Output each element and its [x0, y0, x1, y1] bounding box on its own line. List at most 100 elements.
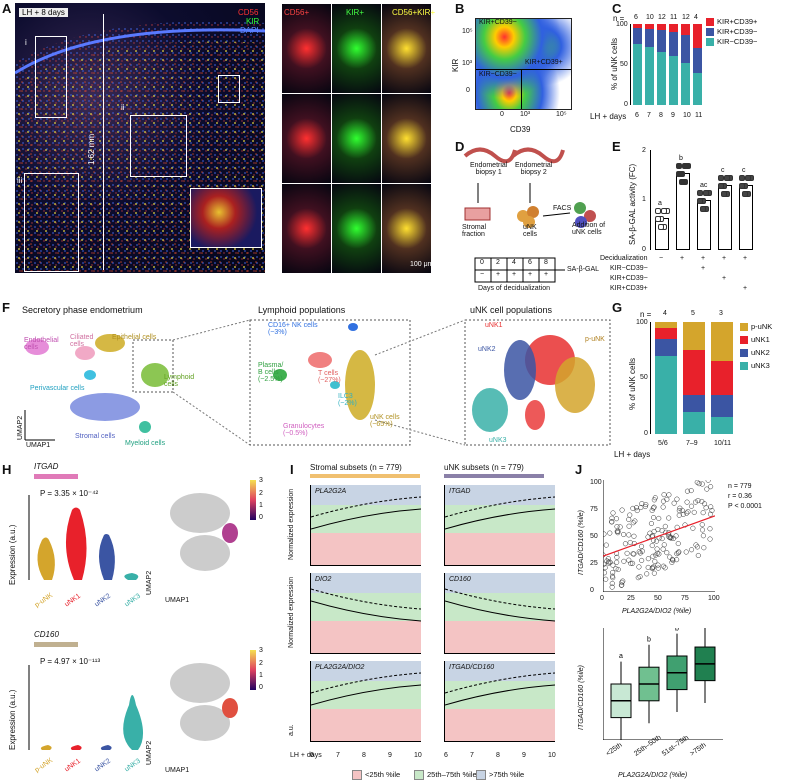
scatter-point: [607, 530, 613, 536]
scatter-point: [610, 569, 616, 576]
panel-label-d: D: [455, 139, 465, 154]
scatter-point: [630, 560, 636, 566]
legend-item: uNK1: [740, 335, 770, 345]
panel-f-title-2: Lymphoid populations: [258, 305, 346, 315]
scatter-point: [614, 523, 620, 530]
day-sign: +: [512, 271, 517, 278]
median-curve: [445, 684, 555, 706]
scatter-point: [637, 574, 643, 580]
n-value: 3: [719, 310, 723, 317]
gene-label: ITGAD/CD160: [449, 664, 495, 671]
panel-label-c: C: [612, 1, 622, 16]
region-tile: [382, 4, 431, 93]
legend-text: uNK2: [751, 348, 770, 357]
data-point: [655, 215, 661, 222]
data-point: [697, 198, 703, 204]
gene2-name: CD160: [34, 630, 59, 639]
panel-c-ytick-100: 100: [616, 21, 628, 28]
condition-label: KIR−CD39−: [610, 265, 648, 272]
region-tile: [282, 184, 331, 273]
significance-letter: ac: [700, 182, 708, 189]
scatter-point: [603, 570, 608, 576]
panel-i-title-left: Stromal subsets (n = 779): [310, 463, 402, 472]
x-tick: 8: [496, 752, 500, 759]
scatter-point: [695, 498, 701, 504]
row-label-region-iii: Region iii: [270, 229, 279, 262]
panel-i-title-right: uNK subsets (n = 779): [444, 463, 524, 472]
group-label: uNK2: [93, 592, 112, 609]
scatter-point: [651, 504, 657, 510]
legend-text: uNK1: [751, 335, 770, 344]
category-label: 8: [659, 112, 663, 119]
scatter-point: [691, 509, 697, 515]
day-sign: +: [528, 271, 533, 278]
scatter-point: [676, 508, 682, 514]
gene1-name: ITGAD: [34, 462, 59, 471]
biopsy2-worm: [511, 147, 565, 164]
condition-label: KIR+CD39+: [610, 285, 648, 292]
legend-text: KIR−CD39−: [717, 37, 758, 46]
umap-label-perivascular: Perivascular cells: [30, 385, 85, 392]
cbar1-1: 1: [259, 502, 263, 509]
trajectory-plot: DIO2: [310, 573, 421, 654]
bar: [655, 217, 669, 250]
stack-segment: [645, 46, 654, 105]
x-tick: 6: [444, 752, 448, 759]
scatter-point: [610, 575, 616, 581]
scatter-point: [615, 530, 621, 536]
stack-segment: [681, 24, 690, 35]
umap-label-unk1: uNK1: [485, 322, 503, 329]
row-label-region-i: Region i: [270, 50, 279, 80]
panel-j-scatter: [603, 480, 715, 592]
scatter-point: [679, 507, 685, 513]
scatter-point: [688, 488, 694, 494]
umap-label-ilc3: ILC3 (~2%): [338, 393, 357, 407]
umap-label-unk: uNK cells (~65%): [370, 414, 400, 428]
h-umap2-1: UMAP2: [146, 570, 153, 595]
scatter-point: [603, 561, 607, 567]
upper-curve: [445, 496, 555, 518]
panel-a-tag: LH + 8 days: [19, 8, 68, 17]
region-tile: [332, 184, 381, 273]
scatter-point: [674, 551, 680, 557]
x-tick: 9: [522, 752, 526, 759]
scatter-point: [674, 557, 680, 563]
stack-segment: [655, 355, 677, 434]
scatter-point: [660, 563, 667, 569]
scatter-point: [708, 484, 714, 490]
n-value: 4: [663, 310, 667, 317]
category-label: 6: [635, 112, 639, 119]
gate-line-v: [521, 69, 522, 109]
scatter-point: [655, 562, 661, 568]
n-value: 12: [658, 14, 666, 21]
legend-item: p-uNK: [740, 322, 772, 332]
panel-e-ytick-2: 2: [642, 147, 646, 154]
scatter-point: [688, 547, 695, 553]
data-point: [739, 183, 745, 189]
scatter-point: [609, 584, 615, 590]
scatter-point: [613, 516, 620, 522]
y-tick: 75: [590, 506, 598, 513]
scatter-point: [614, 554, 620, 560]
scatter-point: [642, 503, 648, 510]
scatter-point: [619, 507, 625, 513]
stack-segment: [655, 338, 677, 356]
scatter-point: [649, 543, 655, 549]
x-tick: 7: [470, 752, 474, 759]
data-point: [682, 162, 688, 169]
panel-c-yaxis: [630, 24, 631, 105]
panel-c-ylabel: % of uNK cells: [610, 37, 619, 90]
stack-segment: [633, 44, 642, 105]
panel-label-g: G: [612, 300, 623, 315]
trajectory-curves: [445, 496, 555, 530]
biopsy1-worm: [463, 147, 517, 164]
scatter-point: [656, 515, 662, 521]
panel-b-xtick-1: 10³: [520, 111, 531, 118]
condition-label: Decidualization: [600, 255, 648, 262]
gene2-bar: [34, 642, 78, 647]
umap-label-epithelial: Epithelial cells: [112, 334, 157, 341]
scatter-point: [676, 549, 682, 555]
panel-f-title-1: Secretory phase endometrium: [22, 305, 143, 315]
legend-item: >75th %ile: [476, 770, 524, 781]
data-point: [661, 207, 667, 214]
